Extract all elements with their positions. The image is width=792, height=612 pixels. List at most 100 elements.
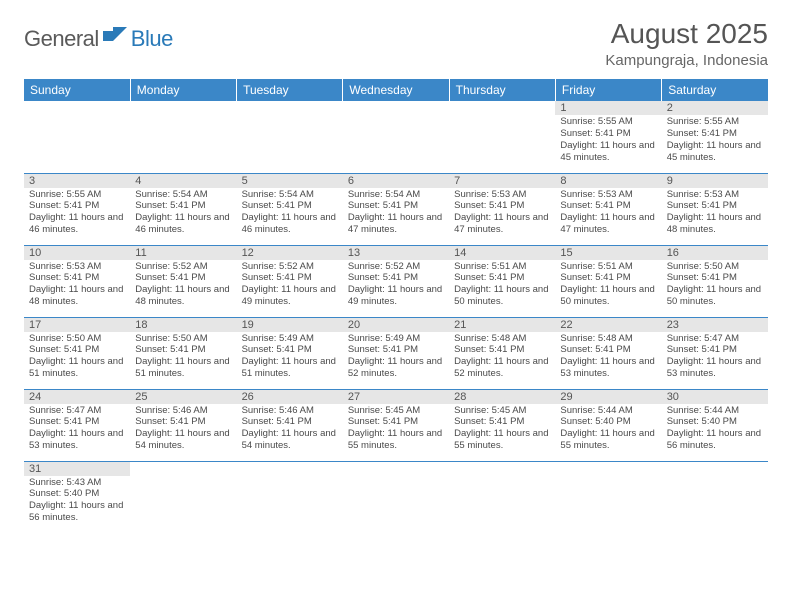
brand-part1: General (24, 26, 99, 52)
calendar-cell: 13Sunrise: 5:52 AMSunset: 5:41 PMDayligh… (343, 245, 449, 317)
day-number: 8 (555, 174, 661, 188)
day-number: 14 (449, 246, 555, 260)
cell-body: Sunrise: 5:53 AMSunset: 5:41 PMDaylight:… (662, 188, 768, 240)
day-number: 5 (237, 174, 343, 188)
calendar-cell: 7Sunrise: 5:53 AMSunset: 5:41 PMDaylight… (449, 173, 555, 245)
calendar-cell: 22Sunrise: 5:48 AMSunset: 5:41 PMDayligh… (555, 317, 661, 389)
calendar-cell (237, 461, 343, 533)
calendar-cell: 19Sunrise: 5:49 AMSunset: 5:41 PMDayligh… (237, 317, 343, 389)
cell-body: Sunrise: 5:47 AMSunset: 5:41 PMDaylight:… (24, 404, 130, 456)
month-title: August 2025 (605, 18, 768, 50)
day-number: 27 (343, 390, 449, 404)
calendar-cell: 9Sunrise: 5:53 AMSunset: 5:41 PMDaylight… (662, 173, 768, 245)
col-tue: Tuesday (237, 79, 343, 101)
cell-body: Sunrise: 5:49 AMSunset: 5:41 PMDaylight:… (237, 332, 343, 384)
day-number: 28 (449, 390, 555, 404)
cell-body: Sunrise: 5:44 AMSunset: 5:40 PMDaylight:… (555, 404, 661, 456)
calendar-cell (343, 101, 449, 173)
cell-body: Sunrise: 5:55 AMSunset: 5:41 PMDaylight:… (555, 115, 661, 167)
calendar-row: 24Sunrise: 5:47 AMSunset: 5:41 PMDayligh… (24, 389, 768, 461)
day-number: 24 (24, 390, 130, 404)
title-block: August 2025 Kampungraja, Indonesia (605, 18, 768, 69)
calendar-cell: 20Sunrise: 5:49 AMSunset: 5:41 PMDayligh… (343, 317, 449, 389)
calendar-cell: 30Sunrise: 5:44 AMSunset: 5:40 PMDayligh… (662, 389, 768, 461)
cell-body: Sunrise: 5:51 AMSunset: 5:41 PMDaylight:… (449, 260, 555, 312)
calendar-cell (24, 101, 130, 173)
calendar-cell: 5Sunrise: 5:54 AMSunset: 5:41 PMDaylight… (237, 173, 343, 245)
calendar-row: 3Sunrise: 5:55 AMSunset: 5:41 PMDaylight… (24, 173, 768, 245)
day-number: 20 (343, 318, 449, 332)
brand-logo: General Blue (24, 26, 173, 52)
cell-body: Sunrise: 5:45 AMSunset: 5:41 PMDaylight:… (343, 404, 449, 456)
cell-body: Sunrise: 5:48 AMSunset: 5:41 PMDaylight:… (449, 332, 555, 384)
calendar-row: 31Sunrise: 5:43 AMSunset: 5:40 PMDayligh… (24, 461, 768, 533)
cell-body: Sunrise: 5:55 AMSunset: 5:41 PMDaylight:… (24, 188, 130, 240)
brand-part2: Blue (131, 26, 173, 51)
cell-body: Sunrise: 5:50 AMSunset: 5:41 PMDaylight:… (24, 332, 130, 384)
calendar-cell: 24Sunrise: 5:47 AMSunset: 5:41 PMDayligh… (24, 389, 130, 461)
day-number: 16 (662, 246, 768, 260)
calendar-cell: 1Sunrise: 5:55 AMSunset: 5:41 PMDaylight… (555, 101, 661, 173)
cell-body: Sunrise: 5:44 AMSunset: 5:40 PMDaylight:… (662, 404, 768, 456)
day-number: 9 (662, 174, 768, 188)
calendar-cell (449, 461, 555, 533)
calendar-cell: 17Sunrise: 5:50 AMSunset: 5:41 PMDayligh… (24, 317, 130, 389)
calendar-cell: 12Sunrise: 5:52 AMSunset: 5:41 PMDayligh… (237, 245, 343, 317)
cell-body: Sunrise: 5:52 AMSunset: 5:41 PMDaylight:… (237, 260, 343, 312)
cell-body: Sunrise: 5:53 AMSunset: 5:41 PMDaylight:… (555, 188, 661, 240)
calendar-cell: 27Sunrise: 5:45 AMSunset: 5:41 PMDayligh… (343, 389, 449, 461)
col-thu: Thursday (449, 79, 555, 101)
cell-body: Sunrise: 5:52 AMSunset: 5:41 PMDaylight:… (343, 260, 449, 312)
day-number: 21 (449, 318, 555, 332)
calendar-cell (130, 101, 236, 173)
day-number: 11 (130, 246, 236, 260)
calendar-cell: 11Sunrise: 5:52 AMSunset: 5:41 PMDayligh… (130, 245, 236, 317)
day-number: 6 (343, 174, 449, 188)
col-fri: Friday (555, 79, 661, 101)
day-number: 12 (237, 246, 343, 260)
day-number: 22 (555, 318, 661, 332)
col-mon: Monday (130, 79, 236, 101)
day-number: 2 (662, 101, 768, 115)
calendar-body: 1Sunrise: 5:55 AMSunset: 5:41 PMDaylight… (24, 101, 768, 533)
calendar-cell: 25Sunrise: 5:46 AMSunset: 5:41 PMDayligh… (130, 389, 236, 461)
calendar-row: 1Sunrise: 5:55 AMSunset: 5:41 PMDaylight… (24, 101, 768, 173)
day-number: 25 (130, 390, 236, 404)
cell-body: Sunrise: 5:45 AMSunset: 5:41 PMDaylight:… (449, 404, 555, 456)
cell-body: Sunrise: 5:53 AMSunset: 5:41 PMDaylight:… (449, 188, 555, 240)
calendar-row: 10Sunrise: 5:53 AMSunset: 5:41 PMDayligh… (24, 245, 768, 317)
calendar-cell: 10Sunrise: 5:53 AMSunset: 5:41 PMDayligh… (24, 245, 130, 317)
day-number: 19 (237, 318, 343, 332)
calendar-table: Sunday Monday Tuesday Wednesday Thursday… (24, 79, 768, 533)
calendar-row: 17Sunrise: 5:50 AMSunset: 5:41 PMDayligh… (24, 317, 768, 389)
cell-body: Sunrise: 5:43 AMSunset: 5:40 PMDaylight:… (24, 476, 130, 528)
day-number: 10 (24, 246, 130, 260)
cell-body: Sunrise: 5:50 AMSunset: 5:41 PMDaylight:… (662, 260, 768, 312)
calendar-cell (449, 101, 555, 173)
cell-body: Sunrise: 5:51 AMSunset: 5:41 PMDaylight:… (555, 260, 661, 312)
cell-body: Sunrise: 5:53 AMSunset: 5:41 PMDaylight:… (24, 260, 130, 312)
day-number: 13 (343, 246, 449, 260)
day-number: 23 (662, 318, 768, 332)
cell-body: Sunrise: 5:49 AMSunset: 5:41 PMDaylight:… (343, 332, 449, 384)
day-number: 3 (24, 174, 130, 188)
calendar-cell (237, 101, 343, 173)
day-number: 1 (555, 101, 661, 115)
calendar-cell: 15Sunrise: 5:51 AMSunset: 5:41 PMDayligh… (555, 245, 661, 317)
calendar-cell: 18Sunrise: 5:50 AMSunset: 5:41 PMDayligh… (130, 317, 236, 389)
cell-body: Sunrise: 5:52 AMSunset: 5:41 PMDaylight:… (130, 260, 236, 312)
cell-body: Sunrise: 5:55 AMSunset: 5:41 PMDaylight:… (662, 115, 768, 167)
cell-body: Sunrise: 5:46 AMSunset: 5:41 PMDaylight:… (237, 404, 343, 456)
cell-body: Sunrise: 5:46 AMSunset: 5:41 PMDaylight:… (130, 404, 236, 456)
calendar-cell: 28Sunrise: 5:45 AMSunset: 5:41 PMDayligh… (449, 389, 555, 461)
calendar-cell: 3Sunrise: 5:55 AMSunset: 5:41 PMDaylight… (24, 173, 130, 245)
cell-body: Sunrise: 5:48 AMSunset: 5:41 PMDaylight:… (555, 332, 661, 384)
cell-body: Sunrise: 5:54 AMSunset: 5:41 PMDaylight:… (237, 188, 343, 240)
calendar-cell: 29Sunrise: 5:44 AMSunset: 5:40 PMDayligh… (555, 389, 661, 461)
calendar-cell: 4Sunrise: 5:54 AMSunset: 5:41 PMDaylight… (130, 173, 236, 245)
calendar-cell: 31Sunrise: 5:43 AMSunset: 5:40 PMDayligh… (24, 461, 130, 533)
calendar-cell: 8Sunrise: 5:53 AMSunset: 5:41 PMDaylight… (555, 173, 661, 245)
col-sun: Sunday (24, 79, 130, 101)
day-number: 30 (662, 390, 768, 404)
calendar-cell: 14Sunrise: 5:51 AMSunset: 5:41 PMDayligh… (449, 245, 555, 317)
